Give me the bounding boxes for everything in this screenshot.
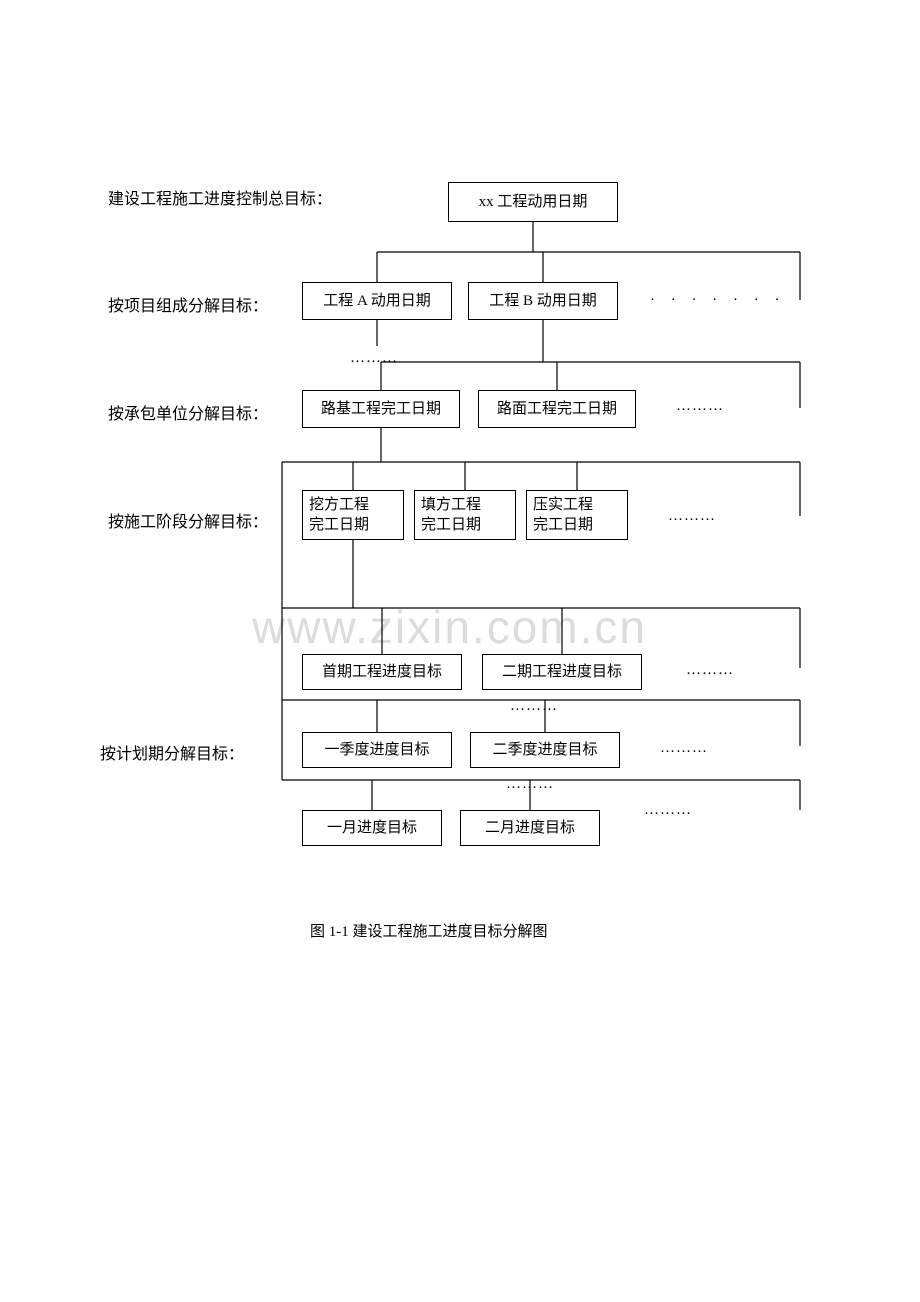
node-contractor-1: 路基工程完工日期: [302, 390, 460, 428]
label-project: 按项目组成分解目标：: [108, 292, 268, 316]
node-quarter-2: 二季度进度目标: [470, 732, 620, 768]
node-quarter-1: 一季度进度目标: [302, 732, 452, 768]
ellipsis-quarter-2: ………: [506, 776, 554, 793]
node-month-2: 二月进度目标: [460, 810, 600, 846]
node-phase-1: 挖方工程 完工日期: [302, 490, 404, 540]
node-month-1: 一月进度目标: [302, 810, 442, 846]
ellipsis-contractor: ………: [676, 398, 724, 415]
ellipsis-quarter: ………: [660, 740, 708, 757]
ellipsis-month: ………: [644, 802, 692, 819]
label-period: 按计划期分解目标：: [100, 740, 244, 764]
node-contractor-2: 路面工程完工日期: [478, 390, 636, 428]
node-project-b: 工程 B 动用日期: [468, 282, 618, 320]
figure-caption: 图 1-1 建设工程施工进度目标分解图: [310, 920, 548, 941]
node-period-1: 首期工程进度目标: [302, 654, 462, 690]
watermark-text: www.zixin.com.cn: [252, 600, 647, 654]
node-root: xx 工程动用日期: [448, 182, 618, 222]
label-contractor: 按承包单位分解目标：: [108, 400, 268, 424]
node-phase-3: 压实工程 完工日期: [526, 490, 628, 540]
ellipsis-project: · · · · · · ·: [650, 292, 785, 309]
ellipsis-period-2: ………: [510, 698, 558, 715]
ellipsis-project-a: ………: [350, 350, 398, 367]
node-phase-2: 填方工程 完工日期: [414, 490, 516, 540]
label-total: 建设工程施工进度控制总目标：: [108, 185, 332, 209]
ellipsis-phase: ………: [668, 508, 716, 525]
ellipsis-period: ………: [686, 662, 734, 679]
label-phase: 按施工阶段分解目标：: [108, 508, 268, 532]
node-project-a: 工程 A 动用日期: [302, 282, 452, 320]
node-period-2: 二期工程进度目标: [482, 654, 642, 690]
